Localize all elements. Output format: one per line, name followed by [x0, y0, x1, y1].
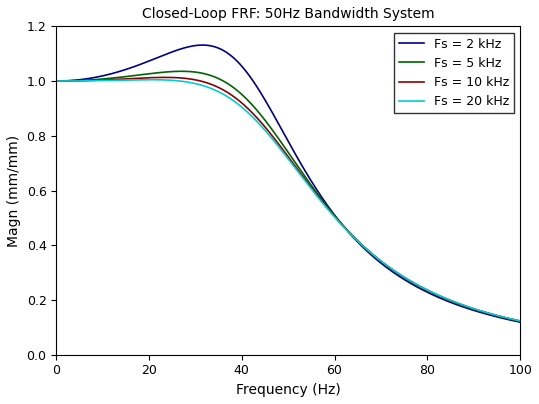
Fs = 2 kHz [472, 308, 478, 313]
Fs = 20 kHz [487, 311, 493, 316]
Fs = 5 kHz [487, 311, 493, 316]
Fs = 10 kHz [374, 256, 381, 261]
Fs = 5 kHz [277, 139, 284, 143]
Fs = 2 kHz [483, 312, 490, 317]
Fs = 2 kHz [517, 320, 523, 324]
Fs = 5 kHz [517, 319, 523, 324]
Fs = 2 kHz [144, 59, 150, 64]
Fs = 20 kHz [374, 256, 381, 261]
X-axis label: Frequency (Hz): Frequency (Hz) [236, 383, 341, 397]
Fs = 10 kHz [472, 307, 478, 311]
Y-axis label: Magn (mm/mm): Magn (mm/mm) [7, 135, 21, 246]
Fs = 10 kHz [517, 319, 523, 324]
Line: Fs = 5 kHz: Fs = 5 kHz [56, 71, 520, 321]
Fs = 10 kHz [53, 79, 59, 84]
Line: Fs = 20 kHz: Fs = 20 kHz [56, 80, 520, 321]
Fs = 5 kHz [178, 69, 185, 74]
Line: Fs = 10 kHz: Fs = 10 kHz [56, 78, 520, 321]
Title: Closed-Loop FRF: 50Hz Bandwidth System: Closed-Loop FRF: 50Hz Bandwidth System [142, 7, 434, 21]
Fs = 2 kHz [487, 313, 493, 318]
Fs = 20 kHz [144, 77, 150, 82]
Fs = 10 kHz [162, 75, 168, 80]
Line: Fs = 2 kHz: Fs = 2 kHz [56, 45, 520, 322]
Legend: Fs = 2 kHz, Fs = 5 kHz, Fs = 10 kHz, Fs = 20 kHz: Fs = 2 kHz, Fs = 5 kHz, Fs = 10 kHz, Fs … [393, 33, 514, 113]
Fs = 5 kHz [53, 79, 59, 84]
Fs = 10 kHz [487, 311, 493, 316]
Fs = 10 kHz [144, 76, 150, 80]
Fs = 5 kHz [374, 256, 381, 261]
Fs = 5 kHz [472, 307, 478, 312]
Fs = 2 kHz [374, 257, 381, 262]
Fs = 2 kHz [277, 124, 284, 129]
Fs = 20 kHz [146, 77, 153, 82]
Fs = 2 kHz [53, 79, 59, 84]
Fs = 10 kHz [277, 144, 284, 149]
Fs = 20 kHz [517, 318, 523, 323]
Fs = 20 kHz [53, 79, 59, 84]
Fs = 20 kHz [483, 310, 490, 315]
Fs = 2 kHz [199, 43, 206, 48]
Fs = 20 kHz [277, 146, 284, 151]
Fs = 5 kHz [483, 311, 490, 316]
Fs = 5 kHz [144, 72, 150, 76]
Fs = 10 kHz [483, 310, 490, 315]
Fs = 20 kHz [472, 307, 478, 311]
